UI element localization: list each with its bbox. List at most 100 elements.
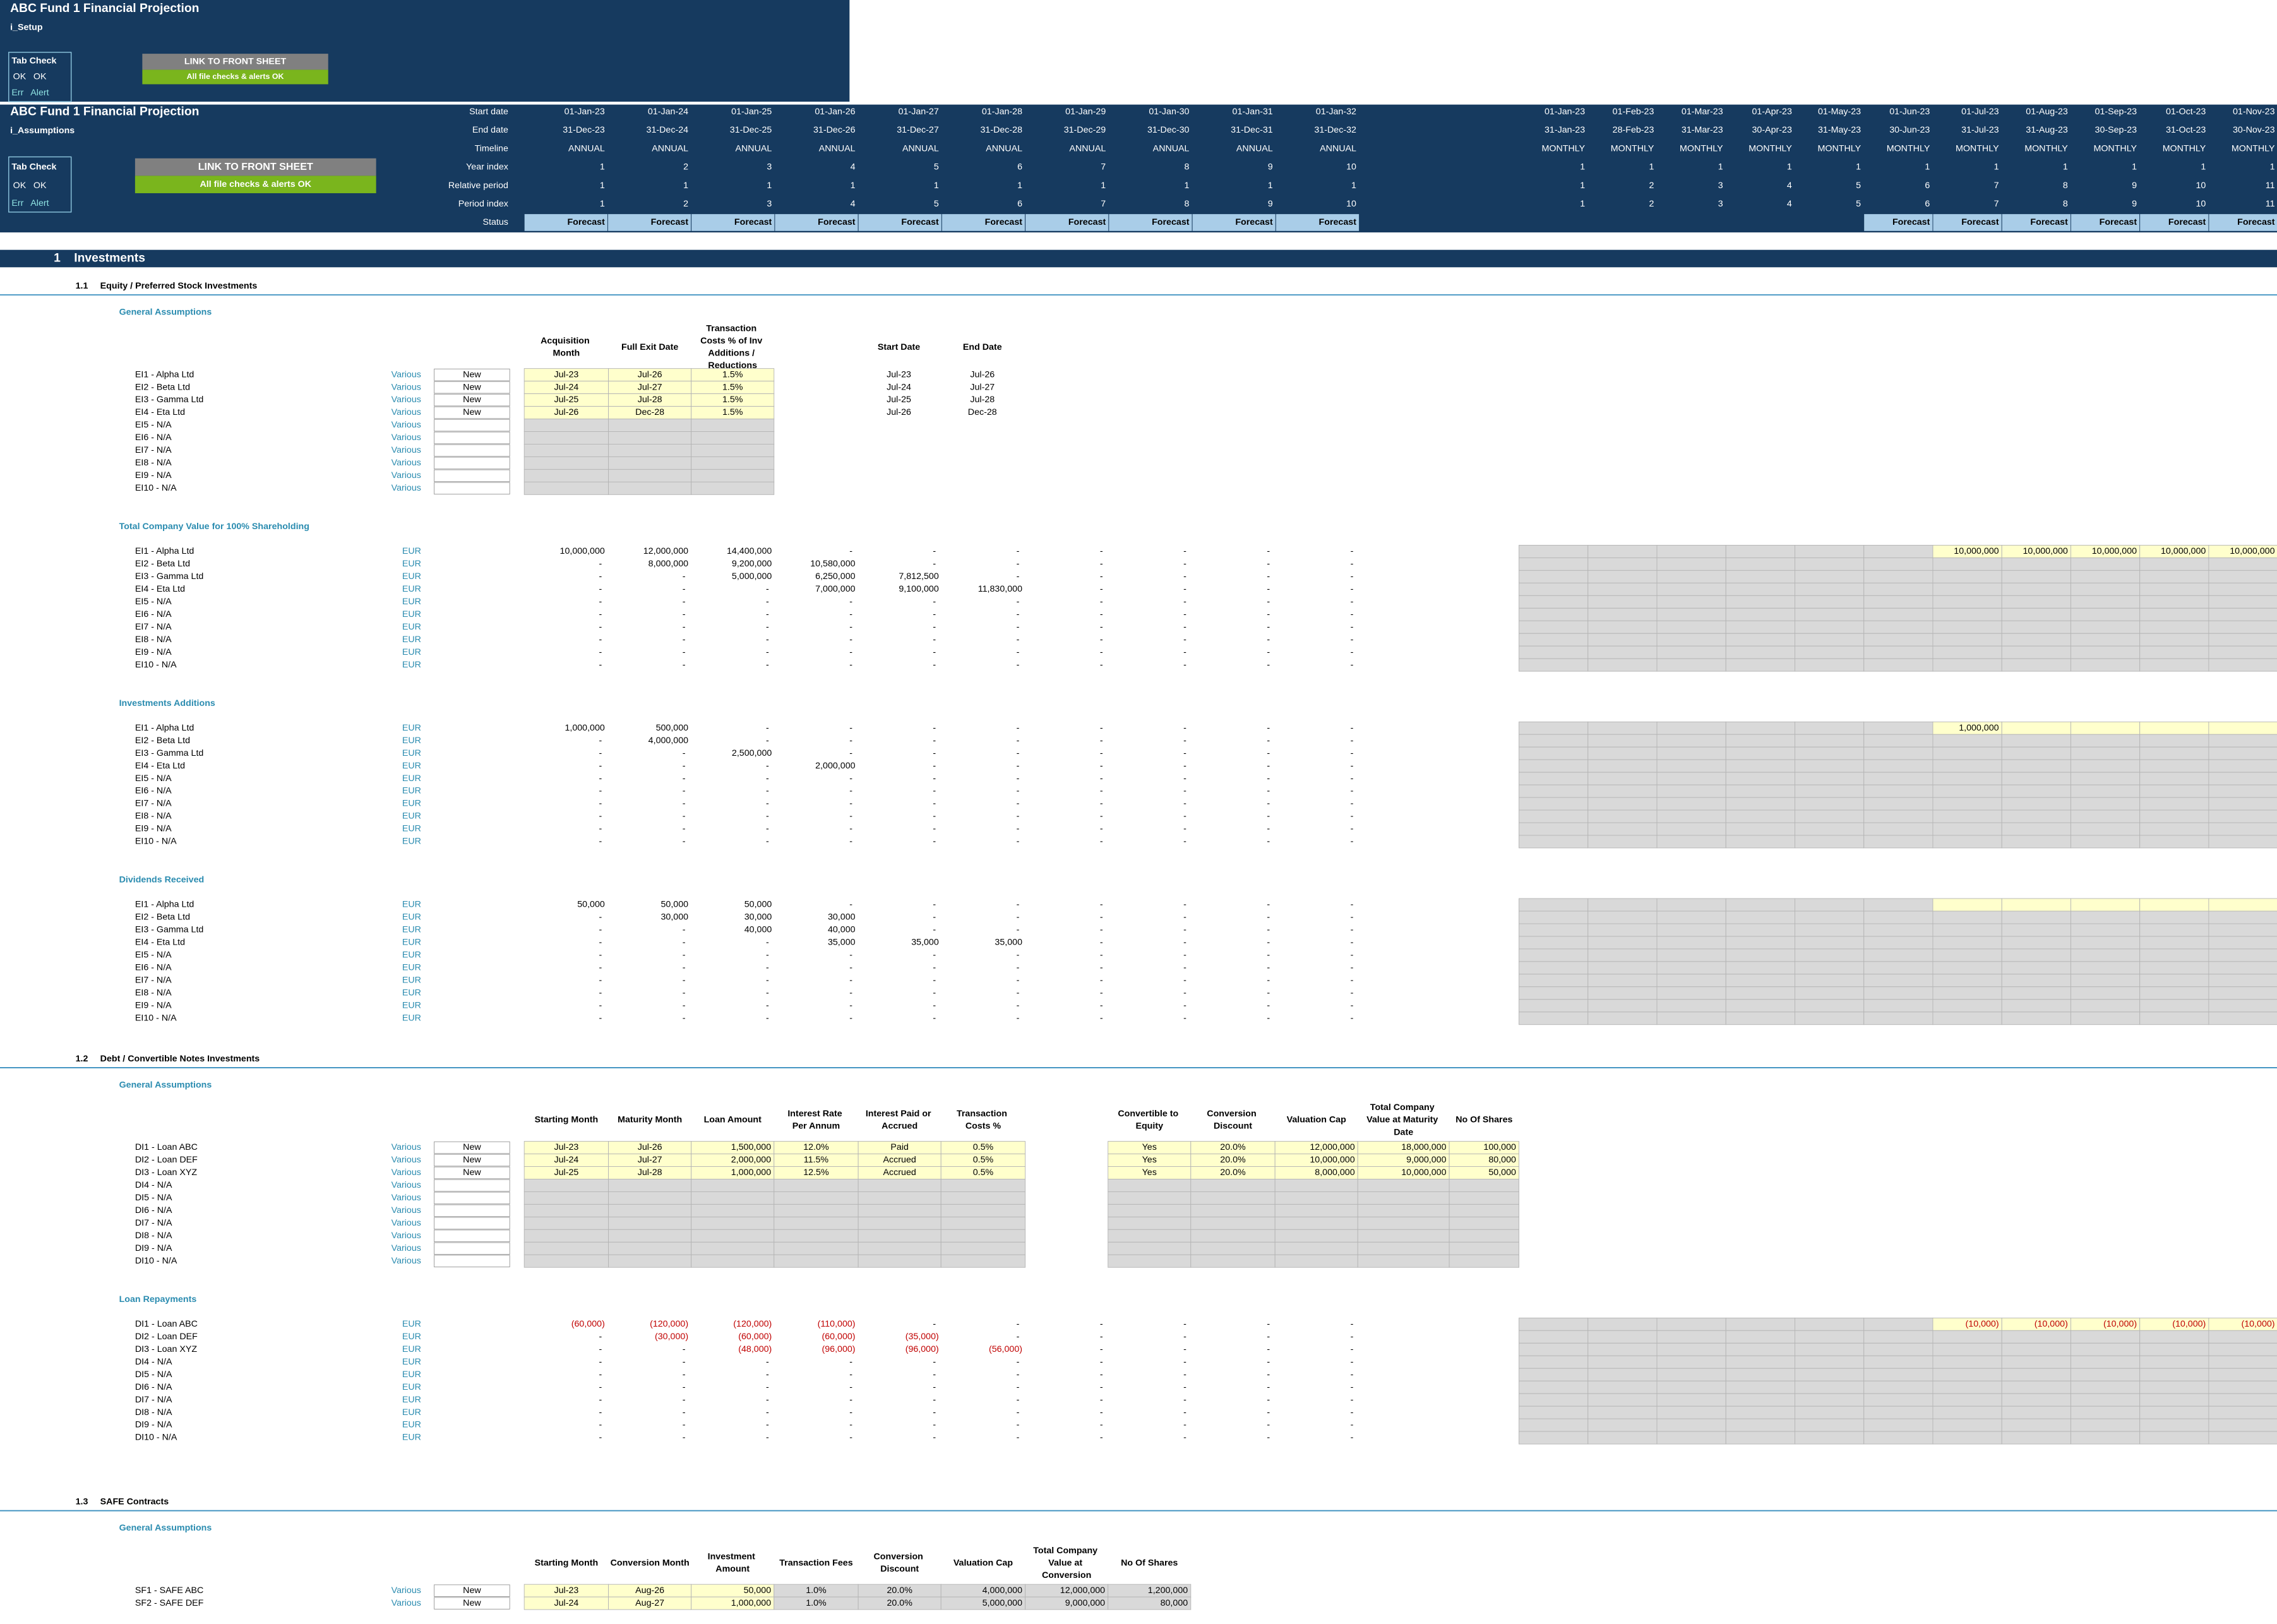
annual-value: - <box>1100 988 1103 998</box>
annual-value: - <box>1100 1433 1103 1443</box>
annual-value: (60,000) <box>738 1332 772 1342</box>
input-cell <box>691 1241 775 1255</box>
section-number: 1 <box>54 252 61 265</box>
monthly-cell <box>1519 936 1589 950</box>
monthly-cell <box>1587 999 1658 1013</box>
input-value: 0.5% <box>973 1155 994 1165</box>
monthly-cell <box>1656 595 1726 609</box>
monthly-cell <box>1725 822 1795 836</box>
monthly-cell <box>2139 974 2209 988</box>
annual-value: - <box>1017 748 1020 758</box>
monthly-cell <box>2139 570 2209 583</box>
annual-value: - <box>1267 773 1270 784</box>
annual-value: (120,000) <box>733 1319 772 1329</box>
tab-check-alert: Alert <box>30 198 49 208</box>
monthly-cell <box>1587 746 1658 760</box>
annual-value: 40,000 <box>828 925 856 935</box>
timeline-label: Status <box>483 217 508 227</box>
annual-value: - <box>599 1000 602 1010</box>
unit: EUR <box>402 1433 421 1443</box>
unit: Various <box>391 1231 421 1241</box>
monthly-cell <box>1863 1368 1933 1382</box>
link-button[interactable] <box>142 54 328 70</box>
monthly-value: (10,000) <box>2172 1319 2206 1329</box>
timeline-value: 1 <box>1925 162 1930 172</box>
monthly-cell <box>1932 759 2002 773</box>
monthly-cell <box>2208 1355 2277 1369</box>
unit: EUR <box>402 571 421 582</box>
monthly-cell <box>1795 582 1865 596</box>
monthly-cell <box>1863 1355 1933 1369</box>
input-cell <box>523 1254 609 1268</box>
monthly-cell <box>2139 595 2209 609</box>
monthly-cell <box>1725 1355 1795 1369</box>
monthly-cell <box>2001 1330 2071 1344</box>
link-button-label[interactable]: LINK TO FRONT SHEET <box>184 57 287 67</box>
input-cell <box>858 1191 941 1205</box>
status: Forecast <box>1152 217 1190 227</box>
timeline-value: 1 <box>1101 181 1106 191</box>
tab-check-ok: OK <box>13 72 27 82</box>
unit: EUR <box>402 837 421 847</box>
timeline-value: 30-Apr-23 <box>1752 125 1792 135</box>
input-cell <box>691 456 775 470</box>
status: Forecast <box>2100 217 2137 227</box>
status-cell <box>941 213 1026 232</box>
unit: EUR <box>402 597 421 607</box>
status-box <box>434 1255 510 1267</box>
row-label: EI2 - Beta Ltd <box>135 382 190 392</box>
row-label: EI1 - Alpha Ltd <box>135 723 194 733</box>
timeline-value: 1 <box>600 162 605 172</box>
status: Forecast <box>1961 217 1999 227</box>
monthly-cell <box>1932 1393 2002 1407</box>
annual-value: - <box>1183 1420 1186 1430</box>
annual-value: - <box>1351 950 1354 960</box>
status-cell <box>2070 213 2141 232</box>
monthly-cell <box>2001 936 2071 950</box>
input-value: 0.5% <box>973 1142 994 1152</box>
unit: Various <box>391 470 421 481</box>
status-box <box>434 444 510 457</box>
row-label: EI2 - Beta Ltd <box>135 559 190 569</box>
input-value: 20.0% <box>1220 1155 1246 1165</box>
annual-value: - <box>1351 1395 1354 1405</box>
input-value: 5,000,000 <box>983 1598 1022 1608</box>
monthly-cell <box>1656 570 1726 583</box>
status: Forecast <box>1068 217 1106 227</box>
annual-value: - <box>1017 799 1020 809</box>
assumptions-title: ABC Fund 1 Financial Projection <box>10 105 199 118</box>
annual-value: - <box>1183 723 1186 733</box>
unit: EUR <box>402 1382 421 1392</box>
monthly-cell <box>1725 1330 1795 1344</box>
annual-value: - <box>1267 811 1270 821</box>
annual-value: - <box>1183 748 1186 758</box>
monthly-cell <box>2208 797 2277 811</box>
monthly-cell <box>1587 595 1658 609</box>
annual-value: - <box>599 1433 602 1443</box>
monthly-cell <box>1587 607 1658 621</box>
monthly-cell <box>1656 645 1726 659</box>
row-label: EI6 - N/A <box>135 609 172 619</box>
monthly-cell <box>2208 822 2277 836</box>
timeline-value: 2 <box>1649 181 1654 191</box>
monthly-cell <box>1519 999 1589 1013</box>
timeline-value: 4 <box>1787 199 1792 209</box>
monthly-cell <box>1863 1330 1933 1344</box>
monthly-cell <box>1863 911 1933 924</box>
input-cell <box>1108 1241 1192 1255</box>
tab-check-err: Err <box>11 88 23 98</box>
row-label: SF1 - SAFE ABC <box>135 1585 203 1596</box>
input-value: 50,000 <box>1488 1167 1516 1178</box>
annual-value: - <box>1267 1407 1270 1418</box>
monthly-cell <box>1656 911 1726 924</box>
link-button[interactable] <box>134 158 376 176</box>
monthly-cell <box>1863 797 1933 811</box>
monthly-cell <box>1932 658 2002 672</box>
tab-check-ok: OK <box>33 72 47 82</box>
monthly-cell <box>1725 961 1795 975</box>
annual-value: - <box>849 811 852 821</box>
monthly-cell <box>2070 746 2141 760</box>
link-button-label[interactable]: LINK TO FRONT SHEET <box>198 161 313 172</box>
timeline-value: 31-Dec-23 <box>563 125 605 135</box>
status-cell <box>2139 213 2209 232</box>
